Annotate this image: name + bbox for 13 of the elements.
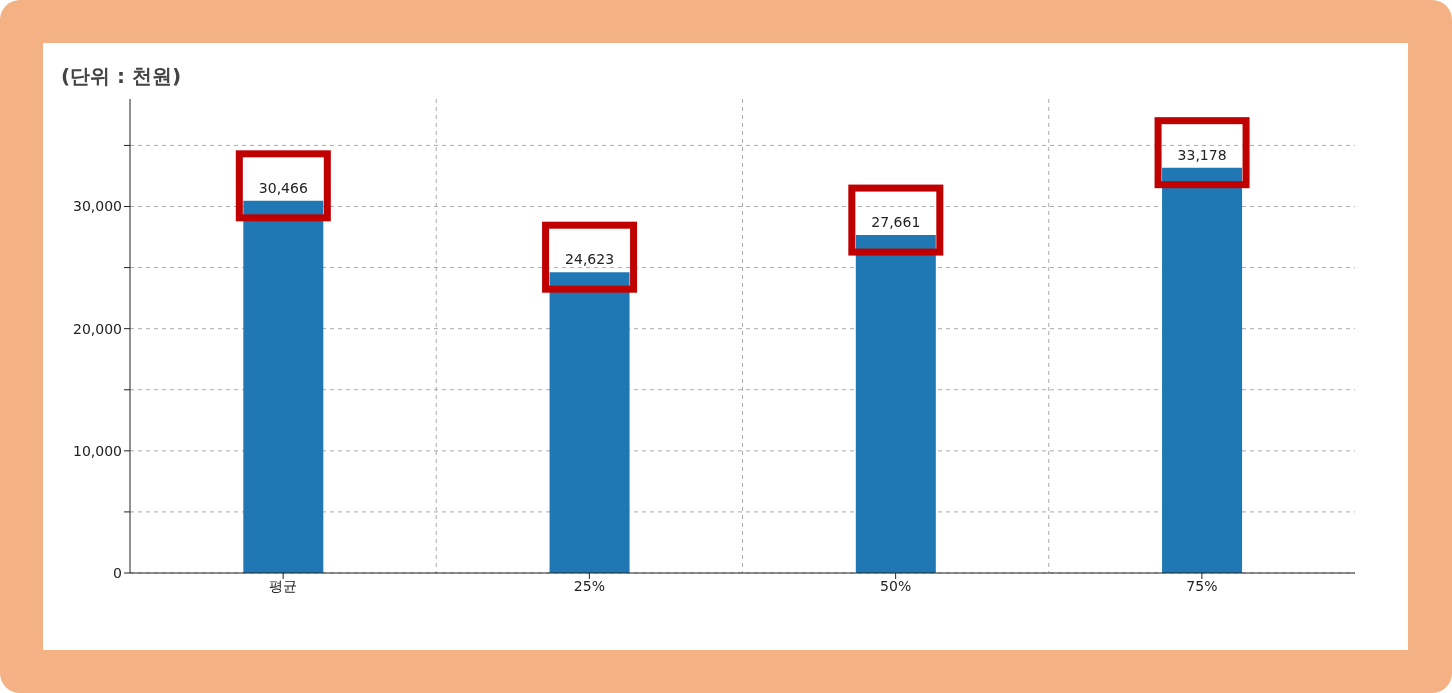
- y-tick-label: 30,000: [73, 198, 122, 215]
- y-tick-label: 20,000: [73, 320, 122, 337]
- data-label: 30,466: [258, 179, 308, 196]
- x-tick-label: 25%: [573, 577, 605, 594]
- data-label: 27,661: [871, 214, 921, 231]
- y-tick-label: 10,000: [73, 442, 122, 459]
- y-axis-title: (단위 : 천원): [61, 63, 182, 90]
- x-tick-label: 75%: [1186, 577, 1218, 594]
- data-label: 33,178: [1177, 146, 1227, 163]
- y-tick-label: 0: [113, 564, 122, 581]
- x-tick-label: 50%: [880, 577, 912, 594]
- x-tick-label: 평균: [269, 577, 298, 594]
- data-label: 24,623: [565, 251, 615, 268]
